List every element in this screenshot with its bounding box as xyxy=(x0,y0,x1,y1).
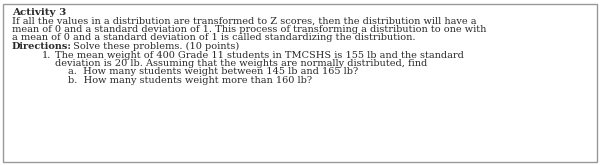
Text: a.  How many students weight between 145 lb and 165 lb?: a. How many students weight between 145 … xyxy=(68,67,358,76)
Text: 1.: 1. xyxy=(42,51,51,60)
Text: b.  How many students weight more than 160 lb?: b. How many students weight more than 16… xyxy=(68,76,312,85)
Text: deviation is 20 lb. Assuming that the weights are normally distributed, find: deviation is 20 lb. Assuming that the we… xyxy=(55,59,427,68)
Text: Activity 3: Activity 3 xyxy=(12,8,66,17)
Text: Directions:: Directions: xyxy=(12,42,72,51)
Text: If all the values in a distribution are transformed to Z scores, then the distri: If all the values in a distribution are … xyxy=(12,17,477,26)
Text: mean of 0 and a standard deviation of 1. This process of transforming a distribu: mean of 0 and a standard deviation of 1.… xyxy=(12,25,486,34)
Text: The mean weight of 400 Grade 11 students in TMCSHS is 155 lb and the standard: The mean weight of 400 Grade 11 students… xyxy=(55,51,464,60)
Text: Solve these problems. (10 points): Solve these problems. (10 points) xyxy=(70,42,239,51)
Text: a mean of 0 and a standard deviation of 1 is called standardizing the distributi: a mean of 0 and a standard deviation of … xyxy=(12,33,415,42)
FancyBboxPatch shape xyxy=(3,4,597,162)
